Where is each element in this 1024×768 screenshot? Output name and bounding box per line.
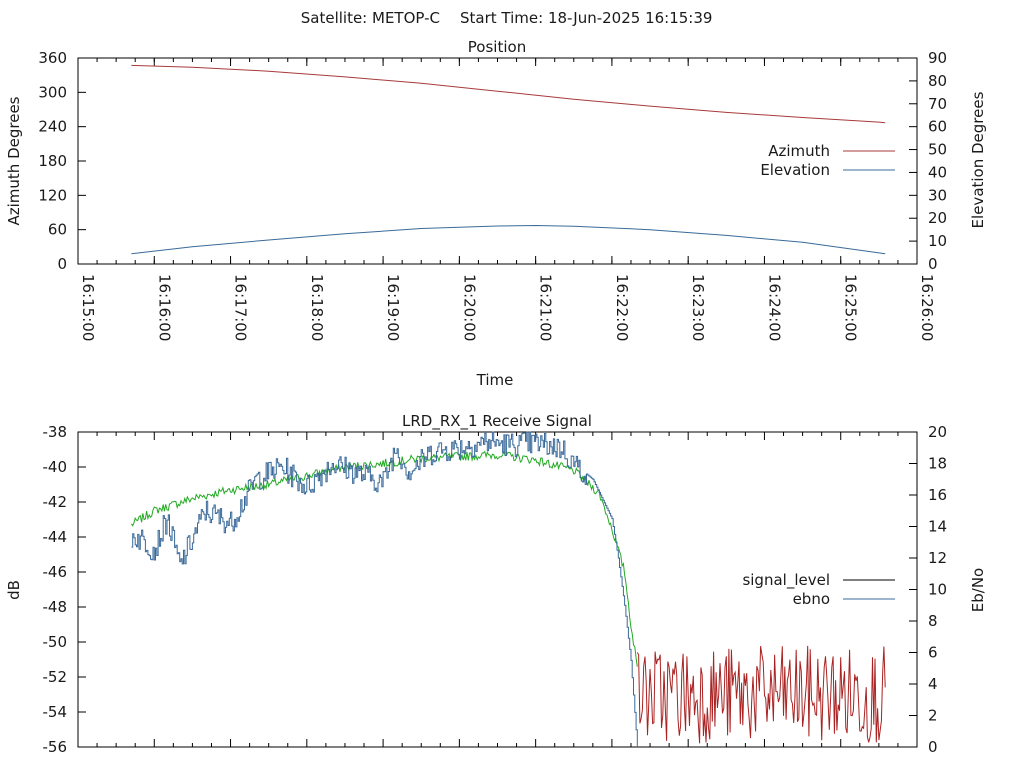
ebno-y2-tick-label: 6: [928, 644, 938, 662]
position-x-tick-label: 16:21:00: [537, 274, 555, 341]
ebno-y2-tick-label: 10: [928, 581, 947, 599]
legend-signal-level-label: signal_level: [742, 571, 830, 590]
signal-y-tick-label: -42: [43, 493, 68, 511]
position-x-tick-label: 16:18:00: [308, 274, 326, 341]
position-x-tick-label: 16:23:00: [689, 274, 707, 341]
position-xlabel: Time: [476, 371, 514, 389]
ebno-y2-tick-label: 4: [928, 675, 938, 693]
position-y2-tick-label: 0: [928, 255, 938, 273]
signal-y-tick-label: -54: [43, 703, 68, 721]
position-ylabel: Azimuth Degrees: [5, 96, 23, 225]
legend-azimuth-label: Azimuth: [768, 142, 830, 160]
azimuth-series-line: [131, 64, 886, 124]
signal-level-series-line: [130, 449, 638, 667]
ebno-y2-tick-label: 12: [928, 549, 947, 567]
signal-y-tick-label: -40: [43, 458, 68, 476]
position-y-tick-label: 0: [57, 255, 67, 273]
position-x-tick-label: 16:25:00: [842, 274, 860, 341]
receive-signal-chart: LRD_RX_1 Receive Signal dB Eb/No -56 -54 -…: [5, 412, 987, 756]
position-y2-tick-label: 20: [928, 209, 947, 227]
position-x-tick-label: 16:22:00: [613, 274, 631, 341]
ebno-y2-tick-label: 8: [928, 612, 938, 630]
position-y-tick-label: 60: [48, 221, 67, 239]
position-y2label: Elevation Degrees: [969, 91, 987, 228]
satellite-label: Satellite: METOP-C: [301, 9, 440, 27]
position-y-tick-label: 300: [38, 83, 67, 101]
position-x-tick-label: 16:20:00: [460, 274, 478, 341]
position-x-tick-label: 16:16:00: [155, 274, 173, 341]
position-y-tick-label: 180: [38, 152, 67, 170]
receive-signal-ylabel: dB: [5, 580, 23, 600]
position-y2-tick-label: 60: [928, 118, 947, 136]
position-x-tick-label: 16:24:00: [765, 274, 783, 341]
position-y2-tick-label: 80: [928, 72, 947, 90]
signal-y-tick-label: -50: [43, 633, 68, 651]
elevation-series-line: [131, 224, 886, 255]
position-y2-tick-label: 30: [928, 186, 947, 204]
signal-y-tick-label: -46: [43, 563, 68, 581]
position-y-tick-label: 240: [38, 118, 67, 136]
position-x-tick-label: 16:19:00: [384, 274, 402, 341]
position-y2-tick-label: 40: [928, 163, 947, 181]
position-x-tick-label: 16:17:00: [232, 274, 250, 341]
position-y2-tick-label: 50: [928, 141, 947, 159]
ebno-y2-tick-label: 0: [928, 738, 938, 756]
ebno-y2-tick-label: 18: [928, 455, 947, 473]
signal-noise-tail-line: [636, 645, 886, 744]
legend-ebno-label: ebno: [793, 590, 830, 608]
signal-y-tick-label: -44: [43, 528, 68, 546]
receive-signal-title: LRD_RX_1 Receive Signal: [402, 412, 592, 431]
position-x-tick-label: 16:15:00: [79, 274, 97, 341]
position-x-tick-label: 16:26:00: [918, 274, 936, 341]
start-time-label: Start Time: 18-Jun-2025 16:15:39: [460, 9, 712, 27]
ebno-y2-tick-label: 14: [928, 518, 947, 536]
receive-signal-y2label: Eb/No: [969, 568, 987, 612]
signal-y-tick-label: -52: [43, 668, 68, 686]
position-y2-tick-label: 10: [928, 232, 947, 250]
position-y2-tick-label: 90: [928, 49, 947, 67]
position-title: Position: [468, 38, 526, 56]
signal-y-tick-label: -38: [43, 423, 68, 441]
ebno-series-line: [131, 431, 638, 747]
position-y-tick-label: 120: [38, 186, 67, 204]
position-y-tick-label: 360: [38, 49, 67, 67]
ebno-y2-tick-label: 20: [928, 423, 947, 441]
signal-y-tick-label: -48: [43, 598, 68, 616]
ebno-y2-tick-label: 16: [928, 486, 947, 504]
position-chart: Position Time Azimuth Degrees Elevation …: [5, 38, 987, 389]
legend-elevation-label: Elevation: [760, 161, 830, 179]
signal-y-tick-label: -56: [43, 738, 68, 756]
ebno-y2-tick-label: 2: [928, 707, 938, 725]
position-y2-tick-label: 70: [928, 95, 947, 113]
